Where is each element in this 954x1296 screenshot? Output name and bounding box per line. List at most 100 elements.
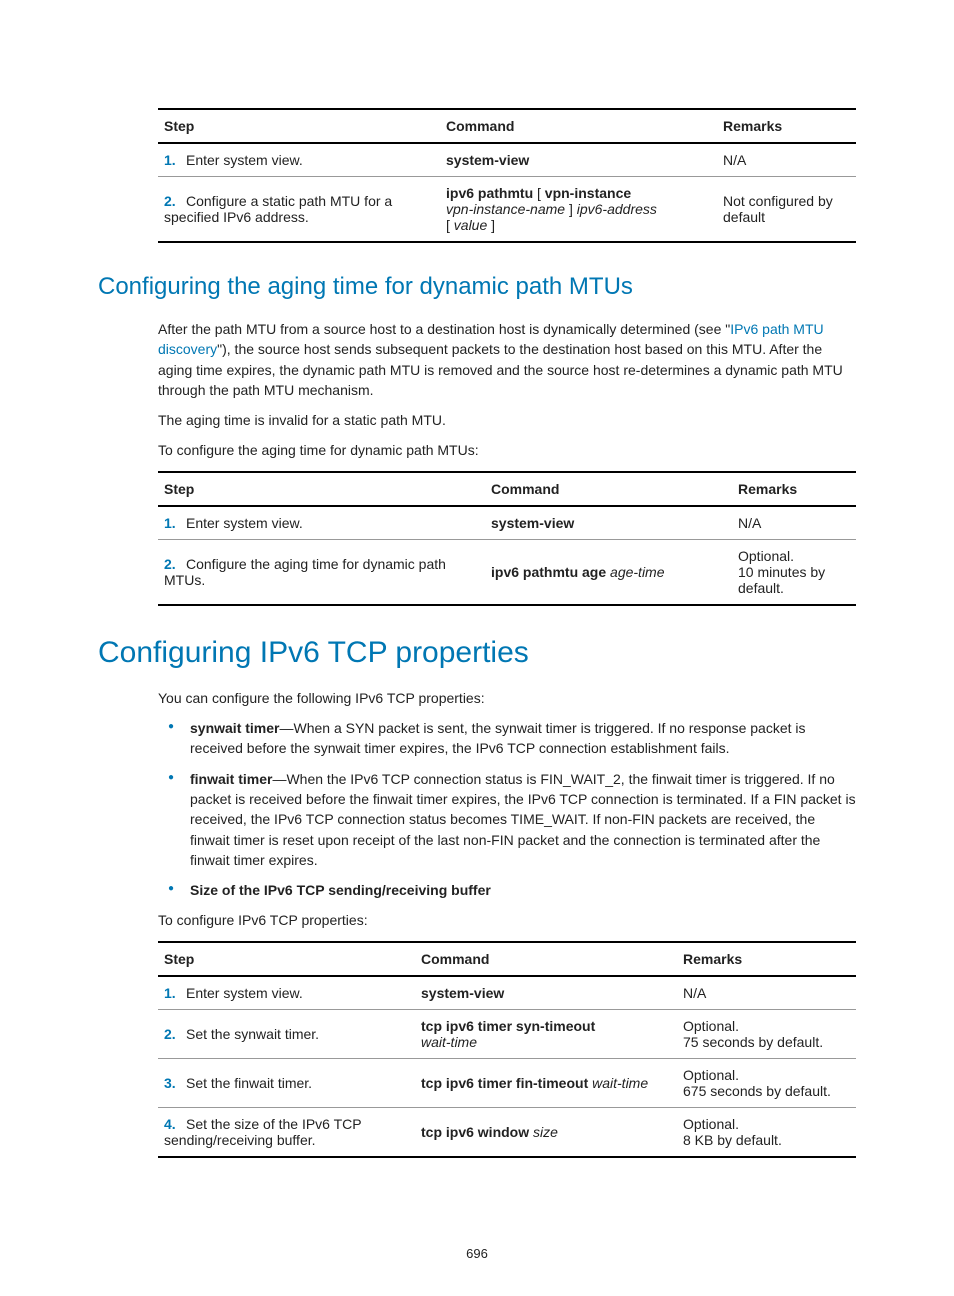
page-number: 696: [0, 1246, 954, 1261]
table-row: 3.Set the finwait timer. tcp ipv6 timer …: [158, 1058, 856, 1107]
command-table: Step Command Remarks 1.Enter system view…: [158, 941, 856, 1158]
table-header-row: Step Command Remarks: [158, 942, 856, 976]
remarks-line: 8 KB by default.: [683, 1132, 850, 1148]
command-cell: ipv6 pathmtu [ vpn-instance vpn-instance…: [440, 177, 717, 243]
remarks-line: Optional.: [683, 1018, 850, 1034]
command-bold: tcp ipv6 window: [421, 1124, 529, 1140]
list-item: finwait timer—When the IPv6 TCP connecti…: [158, 769, 856, 870]
bullet-list: synwait timer—When a SYN packet is sent,…: [158, 718, 856, 900]
heading-aging-time: Configuring the aging time for dynamic p…: [98, 273, 856, 301]
table-row: 2.Set the synwait timer. tcp ipv6 timer …: [158, 1009, 856, 1058]
command-italic: age-time: [610, 564, 664, 580]
bullet-text: —When the IPv6 TCP connection status is …: [190, 771, 856, 868]
remarks-line: Optional.: [683, 1067, 850, 1083]
step-number: 2.: [164, 1026, 186, 1042]
remarks-line: 75 seconds by default.: [683, 1034, 850, 1050]
step-text: Set the finwait timer.: [186, 1075, 312, 1091]
remarks-line: 10 minutes by default.: [738, 564, 850, 596]
step-number: 1.: [164, 152, 186, 168]
command-cell: ipv6 pathmtu age age-time: [485, 539, 732, 605]
table-row: 1.Enter system view. system-view N/A: [158, 506, 856, 540]
table-row: 2.Configure a static path MTU for a spec…: [158, 177, 856, 243]
document-page: Step Command Remarks 1.Enter system view…: [0, 0, 954, 1296]
col-step: Step: [158, 472, 485, 506]
bullet-bold: finwait timer: [190, 771, 272, 787]
command-bold: system-view: [491, 515, 574, 531]
command-italic: wait-time: [421, 1034, 477, 1050]
command-cell: system-view: [485, 506, 732, 540]
remarks-cell: N/A: [732, 506, 856, 540]
step-number: 2.: [164, 193, 186, 209]
remarks-line: Optional.: [683, 1116, 850, 1132]
text: After the path MTU from a source host to…: [158, 321, 730, 337]
command-italic: size: [533, 1124, 558, 1140]
step-text: Enter system view.: [186, 152, 303, 168]
command-plain: [: [446, 217, 454, 233]
remarks-cell: Optional. 675 seconds by default.: [677, 1058, 856, 1107]
remarks-cell: N/A: [677, 976, 856, 1010]
table-row: 2.Configure the aging time for dynamic p…: [158, 539, 856, 605]
remarks-cell: N/A: [717, 143, 856, 177]
table-row: 1.Enter system view. system-view N/A: [158, 976, 856, 1010]
command-italic: vpn-instance-name: [446, 201, 565, 217]
body-text-block: After the path MTU from a source host to…: [158, 319, 856, 461]
command-bold: tcp ipv6 timer syn-timeout: [421, 1018, 595, 1034]
bullet-bold: Size of the IPv6 TCP sending/receiving b…: [190, 882, 491, 898]
col-step: Step: [158, 942, 415, 976]
step-number: 2.: [164, 556, 186, 572]
col-command: Command: [415, 942, 677, 976]
step-text: Configure the aging time for dynamic pat…: [164, 556, 446, 588]
table-static-path-mtu: Step Command Remarks 1.Enter system view…: [158, 108, 856, 243]
command-cell: tcp ipv6 window size: [415, 1107, 677, 1157]
paragraph: To configure the aging time for dynamic …: [158, 440, 856, 460]
table-row: 1.Enter system view. system-view N/A: [158, 143, 856, 177]
step-text: Enter system view.: [186, 985, 303, 1001]
step-text: Enter system view.: [186, 515, 303, 531]
step-cell: 2.Configure a static path MTU for a spec…: [158, 177, 440, 243]
step-cell: 1.Enter system view.: [158, 976, 415, 1010]
table-aging-time: Step Command Remarks 1.Enter system view…: [158, 471, 856, 606]
command-bold: vpn-instance: [545, 185, 631, 201]
command-bold: system-view: [421, 985, 504, 1001]
command-cell: system-view: [440, 143, 717, 177]
remarks-line: Optional.: [738, 548, 850, 564]
step-text: Configure a static path MTU for a specif…: [164, 193, 392, 225]
command-table: Step Command Remarks 1.Enter system view…: [158, 471, 856, 606]
col-remarks: Remarks: [732, 472, 856, 506]
step-cell: 4.Set the size of the IPv6 TCP sending/r…: [158, 1107, 415, 1157]
bullet-text: —When a SYN packet is sent, the synwait …: [190, 720, 806, 756]
command-italic: ipv6-address: [577, 201, 657, 217]
paragraph: The aging time is invalid for a static p…: [158, 410, 856, 430]
body-text-block: You can configure the following IPv6 TCP…: [158, 688, 856, 931]
command-bold: ipv6 pathmtu: [446, 185, 533, 201]
heading-ipv6-tcp-properties: Configuring IPv6 TCP properties: [98, 636, 856, 670]
step-cell: 1.Enter system view.: [158, 143, 440, 177]
col-command: Command: [440, 109, 717, 143]
step-cell: 3.Set the finwait timer.: [158, 1058, 415, 1107]
remarks-cell: Optional. 75 seconds by default.: [677, 1009, 856, 1058]
text: "), the source host sends subsequent pac…: [158, 341, 843, 398]
bullet-bold: synwait timer: [190, 720, 279, 736]
table-header-row: Step Command Remarks: [158, 109, 856, 143]
paragraph: After the path MTU from a source host to…: [158, 319, 856, 400]
command-bold: system-view: [446, 152, 529, 168]
remarks-line: 675 seconds by default.: [683, 1083, 850, 1099]
col-remarks: Remarks: [677, 942, 856, 976]
command-plain: ]: [565, 201, 577, 217]
command-cell: system-view: [415, 976, 677, 1010]
step-cell: 2.Set the synwait timer.: [158, 1009, 415, 1058]
remarks-cell: Not configured by default: [717, 177, 856, 243]
table-header-row: Step Command Remarks: [158, 472, 856, 506]
command-cell: tcp ipv6 timer syn-timeout wait-time: [415, 1009, 677, 1058]
remarks-cell: Optional. 8 KB by default.: [677, 1107, 856, 1157]
command-table: Step Command Remarks 1.Enter system view…: [158, 108, 856, 243]
paragraph: To configure IPv6 TCP properties:: [158, 910, 856, 930]
step-cell: 2.Configure the aging time for dynamic p…: [158, 539, 485, 605]
table-tcp-properties: Step Command Remarks 1.Enter system view…: [158, 941, 856, 1158]
step-number: 3.: [164, 1075, 186, 1091]
step-text: Set the synwait timer.: [186, 1026, 319, 1042]
step-text: Set the size of the IPv6 TCP sending/rec…: [164, 1116, 361, 1148]
remarks-cell: Optional. 10 minutes by default.: [732, 539, 856, 605]
command-italic: value: [454, 217, 487, 233]
col-remarks: Remarks: [717, 109, 856, 143]
